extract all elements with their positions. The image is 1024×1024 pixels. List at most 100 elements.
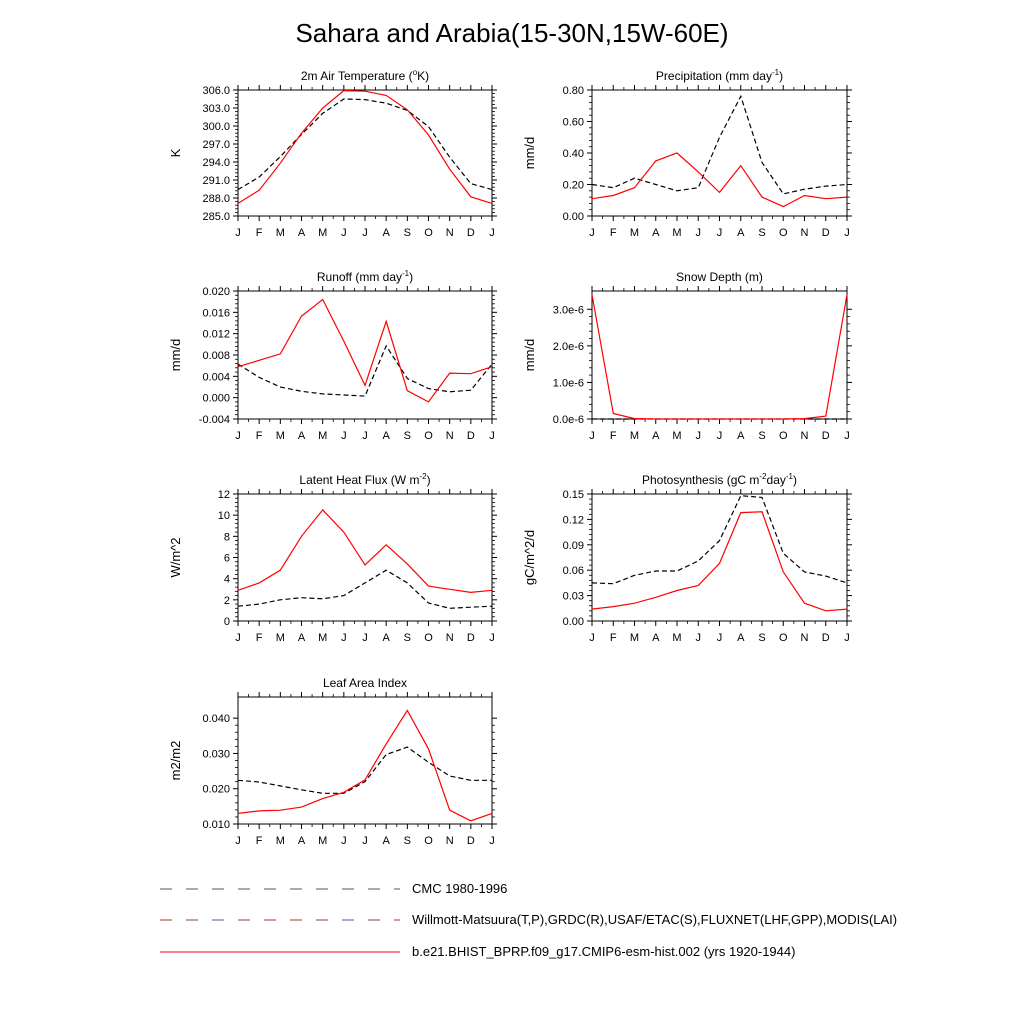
y-tick-label: 0.010	[202, 819, 230, 831]
series-line-model	[237, 89, 493, 204]
x-tick-label: M	[672, 227, 681, 239]
y-axis-label: m2/m2	[168, 741, 183, 781]
y-tick-label: 0.40	[563, 148, 584, 160]
y-axis-label: mm/d	[522, 137, 537, 170]
y-tick-label: 0.0e-6	[553, 414, 584, 426]
series-line-model	[591, 152, 848, 208]
x-tick-label: J	[489, 227, 495, 239]
panel-2: J F M A M J J A S O N D J0.000.200.400.600.80mm/dPre…	[522, 68, 852, 239]
x-tick-label: D	[467, 227, 475, 239]
x-tick-label: S	[404, 227, 411, 239]
x-tick-label: N	[801, 227, 809, 239]
y-tick-label: 12	[218, 489, 230, 501]
x-tick-label: J	[696, 632, 702, 644]
x-tick-label: F	[610, 227, 617, 239]
x-tick-label: O	[424, 430, 433, 442]
x-tick-label: J	[235, 632, 241, 644]
plot-frame	[237, 89, 493, 217]
y-tick-label: 0.040	[202, 713, 230, 725]
x-tick-label: F	[610, 430, 617, 442]
x-tick-label: J	[362, 227, 368, 239]
x-tick-label: M	[276, 632, 285, 644]
x-tick-label: M	[318, 632, 327, 644]
y-tick-label: 297.0	[202, 139, 230, 151]
x-tick-label: O	[779, 632, 788, 644]
x-tick-label: J	[341, 632, 347, 644]
y-tick-label: -0.004	[199, 414, 230, 426]
x-tick-label: A	[382, 835, 390, 847]
series-line-obs	[591, 495, 848, 585]
panel-title: Photosynthesis (gC m-2day-1)	[642, 472, 797, 487]
x-tick-label: N	[446, 835, 454, 847]
series-line-model	[237, 508, 493, 594]
y-tick-label: 0.12	[563, 514, 584, 526]
x-tick-label: S	[404, 632, 411, 644]
panel-title: Runoff (mm day-1)	[317, 269, 413, 284]
panel-title: Latent Heat Flux (W m-2)	[299, 472, 430, 487]
x-tick-label: J	[844, 430, 850, 442]
y-tick-label: 0.80	[563, 85, 584, 97]
x-tick-label: J	[235, 835, 241, 847]
x-tick-label: A	[737, 430, 745, 442]
x-tick-label: S	[758, 227, 765, 239]
x-tick-label: J	[844, 227, 850, 239]
y-tick-label: 303.0	[202, 103, 230, 115]
x-tick-label: J	[341, 835, 347, 847]
x-tick-label: F	[256, 227, 263, 239]
y-tick-label: 2	[224, 595, 230, 607]
y-tick-label: 291.0	[202, 175, 230, 187]
y-tick-label: 0.60	[563, 117, 584, 129]
y-tick-label: 0.20	[563, 180, 584, 192]
y-tick-label: 4	[224, 574, 230, 586]
x-tick-label: A	[382, 632, 390, 644]
panel-title: Precipitation (mm day-1)	[656, 68, 783, 83]
x-tick-label: N	[801, 430, 809, 442]
x-tick-label: J	[589, 632, 595, 644]
y-tick-label: 0.020	[202, 286, 230, 298]
x-tick-label: S	[404, 835, 411, 847]
x-tick-label: A	[652, 430, 660, 442]
y-tick-label: 0	[224, 616, 230, 628]
x-tick-label: J	[362, 835, 368, 847]
y-tick-label: 3.0e-6	[553, 304, 584, 316]
series-line-obs	[237, 746, 492, 794]
y-tick-label: 0.020	[202, 784, 230, 796]
x-tick-label: J	[362, 632, 368, 644]
x-tick-label: J	[235, 430, 241, 442]
y-tick-label: 294.0	[202, 157, 230, 169]
x-tick-label: J	[489, 835, 495, 847]
y-tick-label: 0.000	[202, 393, 230, 405]
legend-label: b.e21.BHIST_BPRP.f09_g17.CMIP6-esm-hist.…	[412, 944, 795, 959]
y-tick-label: 8	[224, 531, 230, 543]
x-tick-label: D	[822, 430, 830, 442]
y-tick-label: 0.00	[563, 211, 584, 223]
panel-1: J F M A M J J A S O N D J285.0288.0291.0294.0297.030…	[168, 68, 497, 239]
x-tick-label: M	[672, 430, 681, 442]
x-tick-label: A	[652, 227, 660, 239]
x-tick-label: J	[341, 430, 347, 442]
series-line-model	[591, 294, 848, 420]
x-tick-label: D	[467, 430, 475, 442]
y-tick-label: 1.0e-6	[553, 377, 584, 389]
panel-title: Leaf Area Index	[323, 676, 407, 690]
x-tick-label: J	[341, 227, 347, 239]
y-axis-label: gC/m^2/d	[522, 530, 537, 585]
x-tick-label: A	[298, 227, 306, 239]
y-tick-label: 288.0	[202, 193, 230, 205]
x-tick-label: F	[256, 632, 263, 644]
main-title: Sahara and Arabia(15-30N,15W-60E)	[295, 18, 729, 48]
plot-frame	[237, 493, 493, 622]
x-tick-label: J	[489, 430, 495, 442]
x-tick-label: M	[630, 227, 639, 239]
x-tick-label: S	[404, 430, 411, 442]
y-axis-label: mm/d	[522, 339, 537, 372]
x-tick-label: M	[318, 227, 327, 239]
y-tick-label: 0.030	[202, 748, 230, 760]
x-tick-label: D	[467, 632, 475, 644]
x-tick-label: F	[610, 632, 617, 644]
plot-frame	[591, 89, 848, 217]
x-tick-label: J	[589, 430, 595, 442]
plot-frame	[591, 493, 848, 622]
x-tick-label: J	[844, 632, 850, 644]
